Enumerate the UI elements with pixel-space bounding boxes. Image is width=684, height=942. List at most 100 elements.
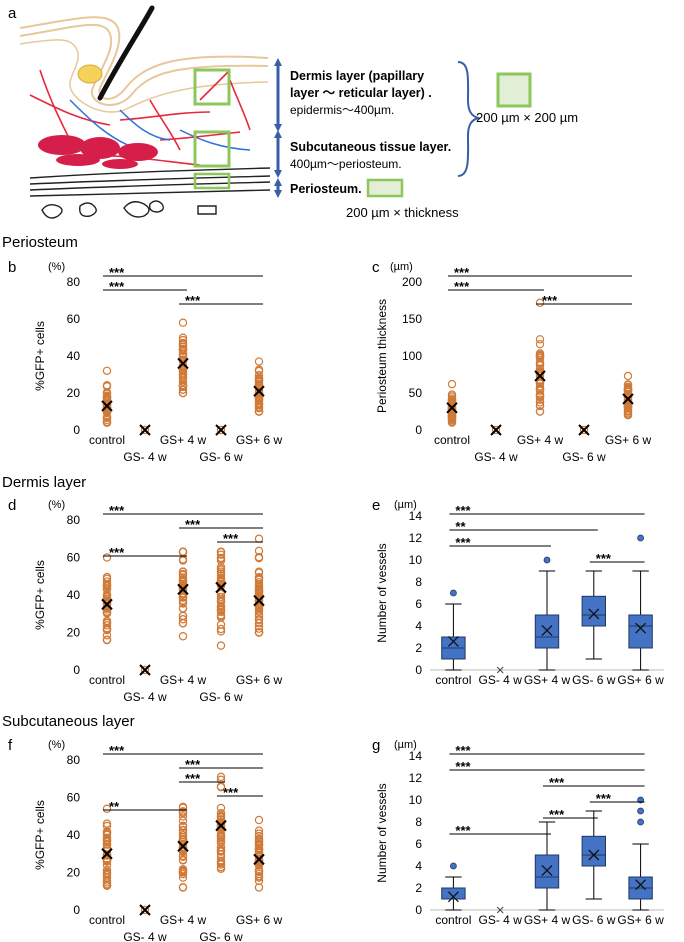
data-point: [102, 580, 112, 590]
data-point: [178, 596, 188, 605]
chart-d: d (%) 0 20 40 60 80 %GFP+ cells control GS- 4 w GS…: [8, 497, 283, 704]
y-tick-label: 0: [73, 663, 80, 677]
significance-label: ***: [596, 791, 612, 806]
x-tick-label: GS+ 6 w: [617, 913, 664, 927]
roi-subcutaneous: [193, 130, 231, 168]
muscle-fibers: [38, 135, 158, 169]
mean-marker: [139, 424, 151, 436]
mean-marker: [622, 393, 634, 405]
y-tick-label: 0: [415, 663, 422, 677]
data-point: [216, 775, 226, 784]
significance-label: ***: [455, 535, 471, 550]
data-point: [216, 803, 226, 813]
x-tick-label: control: [89, 913, 125, 927]
data-point: [178, 569, 188, 579]
data-point: [254, 841, 264, 850]
data-point: [216, 850, 226, 859]
data-point: [102, 876, 112, 885]
chart-e: e (µm) 0 2 4 6 8 10 12 14 Number of vessels control…: [372, 497, 664, 687]
data-point: [535, 298, 545, 307]
data-point: [254, 407, 264, 416]
subq-range: 400µm〜periosteum.: [290, 157, 402, 171]
data-point: [216, 860, 226, 869]
y-tick-label: 4: [415, 619, 422, 633]
x-tick-label: GS+ 4 w: [160, 913, 207, 927]
data-point: [178, 619, 188, 628]
periosteum-title: Periosteum.: [290, 182, 362, 196]
data-point: [535, 351, 545, 361]
data-point: [535, 364, 545, 374]
data-point: [216, 829, 226, 838]
data-point: [178, 868, 188, 877]
significance-label: ***: [185, 757, 201, 772]
data-point: [102, 389, 112, 398]
panel-label-a: a: [8, 5, 17, 22]
data-point: [102, 865, 112, 875]
mean-marker: [177, 583, 189, 596]
periosteum-lines: [29, 167, 271, 197]
data-point: [216, 772, 226, 782]
y-tick-label: 10: [409, 553, 423, 567]
data-point: [216, 573, 226, 582]
x-tick-label: GS+ 4 w: [160, 673, 207, 687]
x-tick-label: GS- 6 w: [199, 450, 243, 464]
significance-label: ***: [455, 743, 471, 758]
y-axis-label: Number of vessels: [375, 543, 389, 642]
data-point: [216, 809, 226, 818]
panel-label-c: c: [372, 259, 380, 276]
data-point: [216, 594, 226, 603]
data-point: [216, 425, 226, 435]
data-point: [178, 856, 188, 865]
data-point: [254, 883, 264, 892]
data-point: [102, 402, 112, 412]
data-point: [254, 582, 264, 591]
data-point: [178, 344, 188, 354]
data-point: [140, 905, 150, 915]
data-point: [254, 381, 264, 390]
mean-marker: [446, 402, 458, 414]
x-tick-label: control: [435, 673, 471, 687]
data-point: [178, 831, 188, 840]
data-point: [178, 816, 188, 825]
x-tick-label: GS- 6 w: [572, 913, 616, 927]
mean-marker: [496, 906, 504, 914]
data-point: [102, 553, 112, 562]
significance-label: **: [455, 519, 466, 534]
significance-label: ***: [549, 807, 565, 822]
y-tick-label: 0: [415, 903, 422, 917]
mean-marker: [253, 385, 265, 397]
chart-f: f (%) 0 20 40 60 80 %GFP+ cells control GS- 4 w GS…: [8, 737, 283, 942]
data-point: [535, 382, 545, 391]
data-point: [254, 594, 264, 603]
data-point: [178, 381, 188, 391]
data-point: [102, 635, 112, 644]
significance-label: ***: [454, 265, 470, 280]
outlier-point: [543, 556, 551, 564]
data-point: [216, 611, 226, 620]
data-point: [102, 856, 112, 865]
data-point: [254, 865, 264, 875]
y-axis-label: %GFP+ cells: [33, 321, 47, 391]
outlier-point: [449, 589, 457, 597]
y-tick-label: 6: [415, 597, 422, 611]
significance-label: ***: [223, 531, 239, 546]
subq-title: Subcutaneous tissue layer.: [290, 140, 451, 154]
data-point: [447, 408, 457, 418]
x-tick-label: GS- 4 w: [479, 913, 523, 927]
x-tick-label: GS+ 4 w: [517, 433, 564, 447]
x-tick-label: GS+ 6 w: [617, 673, 664, 687]
significance-label: ***: [109, 279, 125, 294]
y-tick-label: 8: [415, 815, 422, 829]
data-point: [178, 632, 188, 641]
data-point: [254, 357, 264, 366]
y-tick-label: 80: [67, 275, 81, 289]
mean-marker: [447, 891, 459, 903]
box: [534, 854, 560, 889]
mean-marker: [101, 400, 113, 412]
mean-marker: [635, 622, 647, 634]
data-point: [178, 844, 188, 853]
roi-size-periosteum: 200 µm × thickness: [346, 205, 459, 220]
data-point: [216, 607, 226, 617]
data-point: [178, 583, 188, 592]
data-point: [102, 821, 112, 831]
